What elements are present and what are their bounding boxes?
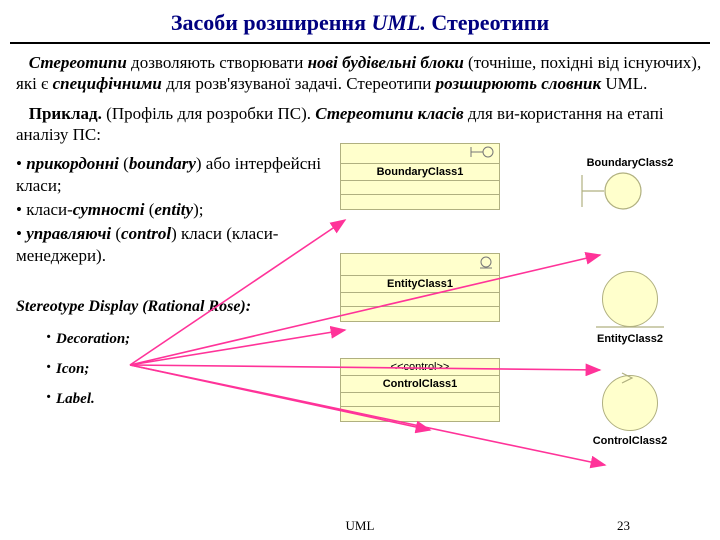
p1-blocks: нові будівельні блоки — [308, 53, 464, 72]
entity-icon — [479, 256, 493, 270]
stereotype-display-title: Stereotype Display (Rational Rose): — [16, 297, 326, 318]
sd-icon: Icon; — [46, 354, 326, 380]
control1-stereo: <<control>> — [341, 359, 499, 376]
sd-decoration: Decoration; — [46, 324, 326, 350]
entity1-icon-slot — [341, 254, 499, 276]
p1-t4: UML. — [601, 74, 647, 93]
boundary1-name: BoundaryClass1 — [341, 164, 499, 181]
boundary1-icon-slot — [341, 144, 499, 164]
b2c: ( — [144, 200, 154, 219]
b2b: сутності — [73, 200, 145, 219]
p1-ext: розширюють словник — [436, 74, 601, 93]
footer-center: UML — [0, 518, 720, 534]
boundary1-ops — [341, 195, 499, 209]
entity2-label: EntityClass2 — [580, 333, 680, 345]
control-class-1-box: <<control>> ControlClass1 — [340, 358, 500, 422]
control1-attrs — [341, 393, 499, 407]
control1-name: ControlClass1 — [341, 376, 499, 393]
boundary-icon — [469, 146, 495, 158]
uml-diagram: BoundaryClass1 EntityClass1 <<control>> … — [330, 143, 710, 473]
p2-sc: Стереотипи класів — [315, 104, 463, 123]
control1-ops — [341, 407, 499, 421]
p1-t3: для розв'язуваної задачі. Стереотипи — [162, 74, 436, 93]
bullet-boundary: прикордонні (boundary) або інтерфейсні к… — [16, 153, 326, 197]
entity2-underline — [596, 325, 664, 331]
title-ital: UML. — [372, 10, 426, 35]
boundary2-label: BoundaryClass2 — [580, 157, 680, 169]
title-pre: Засоби розширення — [171, 10, 372, 35]
p1-stereo: Стереотипи — [29, 53, 127, 72]
p1-spec: специфічними — [53, 74, 162, 93]
columns: прикордонні (boundary) або інтерфейсні к… — [0, 153, 720, 473]
p2-ex: Приклад. — [29, 104, 102, 123]
entity1-attrs — [341, 293, 499, 307]
footer-page: 23 — [617, 518, 630, 534]
title-post: Стереотипи — [426, 10, 549, 35]
b3b: ( — [111, 224, 121, 243]
boundary1-attrs — [341, 181, 499, 195]
entity1-name: EntityClass1 — [341, 276, 499, 293]
entity-class-1-box: EntityClass1 — [340, 253, 500, 322]
bullet-entity: класи-сутності (entity); — [16, 199, 326, 221]
stereotype-display-list: Decoration; Icon; Label. — [46, 324, 326, 410]
b1a: прикордонні — [26, 154, 119, 173]
p1-t1: дозволяють створювати — [127, 53, 308, 72]
paragraph-1: Стереотипи дозволяють створювати нові бу… — [0, 52, 720, 103]
boundary2-icon — [578, 171, 658, 211]
b2a: класи- — [26, 200, 73, 219]
bullet-control: управляючі (control) класи (класи-менедж… — [16, 223, 326, 267]
left-column: прикордонні (boundary) або інтерфейсні к… — [16, 153, 326, 414]
b1b: ( — [119, 154, 129, 173]
control2-arrowhead — [620, 371, 640, 385]
b1c: boundary — [129, 154, 196, 173]
control2-label: ControlClass2 — [580, 435, 680, 447]
p2-t1: (Профіль для розробки ПС). — [102, 104, 315, 123]
b2e: ); — [193, 200, 203, 219]
sd-label: Label. — [46, 384, 326, 410]
b3a: управляючі — [26, 224, 111, 243]
b2d: entity — [154, 200, 193, 219]
b3c: control — [121, 224, 171, 243]
page-title: Засоби розширення UML. Стереотипи — [0, 0, 720, 42]
entity2-icon — [602, 271, 658, 327]
entity1-ops — [341, 307, 499, 321]
boundary-class-1-box: BoundaryClass1 — [340, 143, 500, 210]
divider — [10, 42, 710, 44]
